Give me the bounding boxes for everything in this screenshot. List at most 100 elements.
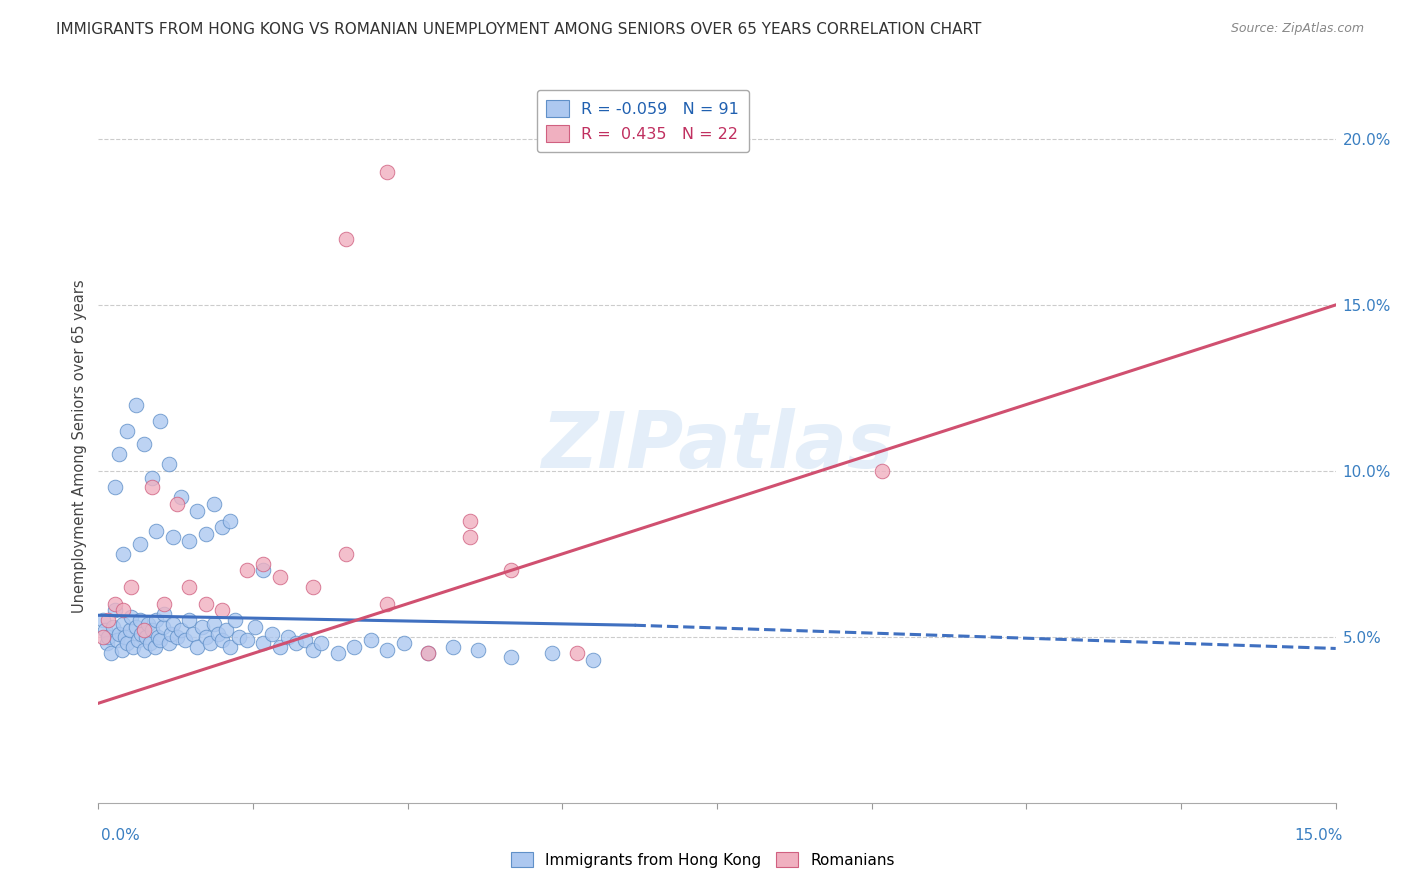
Point [112,616,135,631]
Point [128,537,150,551]
Point [112,603,135,617]
Point [269,570,291,584]
Point [499,564,522,578]
Point [277,630,299,644]
Point [260,626,283,640]
Point [152,620,174,634]
Point [138,636,160,650]
Point [541,647,564,661]
Point [215,624,238,638]
Text: 15.0%: 15.0% [1295,829,1343,843]
Point [124,620,146,634]
Point [190,620,212,634]
Point [141,624,163,638]
Point [132,437,155,451]
Point [108,447,131,461]
Point [252,557,274,571]
Text: IMMIGRANTS FROM HONG KONG VS ROMANIAN UNEMPLOYMENT AMONG SENIORS OVER 65 YEARS C: IMMIGRANTS FROM HONG KONG VS ROMANIAN UN… [56,22,981,37]
Text: 0.0%: 0.0% [101,829,141,843]
Point [467,643,489,657]
Point [252,564,274,578]
Point [418,647,440,661]
Point [103,620,125,634]
Point [97,630,120,644]
Point [211,520,233,534]
Point [132,643,155,657]
Point [228,630,250,644]
Point [207,626,229,640]
Point [392,636,415,650]
Point [326,647,349,661]
Point [104,603,127,617]
Legend: R = -0.059   N = 91, R =  0.435   N = 22: R = -0.059 N = 91, R = 0.435 N = 22 [537,90,749,152]
Point [143,640,166,654]
Point [375,165,398,179]
Point [219,640,242,654]
Point [91,613,114,627]
Point [149,414,172,428]
Point [202,497,225,511]
Point [120,610,142,624]
Point [157,457,180,471]
Point [118,624,141,638]
Point [418,647,440,661]
Point [127,633,149,648]
Point [343,640,366,654]
Point [243,620,266,634]
Point [236,633,259,648]
Point [224,613,246,627]
Point [179,613,201,627]
Point [219,514,242,528]
Point [135,630,157,644]
Point [211,633,233,648]
Point [153,597,176,611]
Point [335,547,357,561]
Point [128,613,150,627]
Point [181,626,204,640]
Point [136,616,159,631]
Point [375,643,398,657]
Point [96,636,118,650]
Point [582,653,605,667]
Point [179,533,201,548]
Point [302,643,325,657]
Point [162,530,184,544]
Point [294,633,316,648]
Point [269,640,291,654]
Point [441,640,464,654]
Point [170,491,193,505]
Point [166,497,188,511]
Point [252,636,274,650]
Point [100,647,122,661]
Point [309,636,332,650]
Point [162,616,184,631]
Point [202,616,225,631]
Point [94,624,117,638]
Text: Source: ZipAtlas.com: Source: ZipAtlas.com [1230,22,1364,36]
Text: ZIPatlas: ZIPatlas [541,408,893,484]
Point [174,633,197,648]
Point [335,231,357,245]
Point [870,464,893,478]
Point [141,481,163,495]
Point [141,470,163,484]
Point [97,613,120,627]
Point [117,424,139,438]
Point [112,547,135,561]
Point [285,636,308,650]
Point [360,633,382,648]
Point [104,597,127,611]
Point [157,636,180,650]
Point [179,580,201,594]
Point [211,603,233,617]
Point [302,580,325,594]
Point [198,636,221,650]
Point [194,630,217,644]
Point [131,626,153,640]
Point [145,613,167,627]
Point [145,524,167,538]
Point [186,504,208,518]
Point [124,397,146,411]
Point [194,527,217,541]
Point [122,640,145,654]
